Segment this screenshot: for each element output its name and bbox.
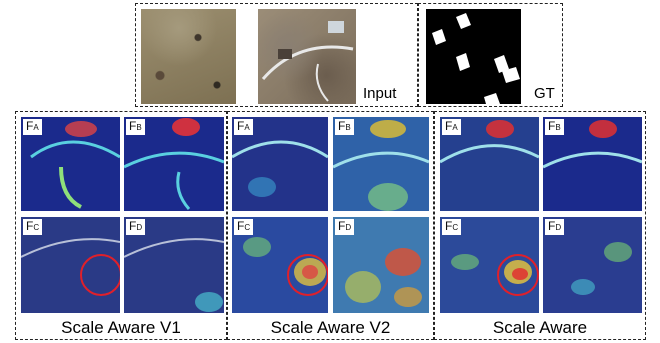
heatmap [451, 254, 539, 296]
caption-v2: Scale Aware V2 [270, 318, 391, 337]
panel-scale-aware [434, 111, 646, 340]
heatmap [21, 238, 120, 296]
input-image-1 [141, 9, 236, 104]
gt-image [426, 9, 521, 104]
highlight-circle [287, 254, 328, 296]
v3-tile-fb: FB [543, 117, 642, 211]
gt-panel-border [418, 3, 563, 107]
gt-mask [432, 13, 520, 104]
heatmap [232, 140, 328, 197]
input-label: Input [363, 85, 397, 102]
caption-v1: Scale Aware V1 [61, 318, 181, 337]
v3-tile-fa: FA [440, 117, 539, 211]
heatmap [243, 237, 328, 296]
tile-label: FD [545, 219, 565, 235]
tile-label: FC [442, 219, 462, 235]
v2-tile-fa: FA [232, 117, 328, 211]
heatmap [571, 242, 632, 295]
input-image-2-overlay [261, 21, 354, 102]
heatmap [543, 120, 642, 169]
v1-tile-fb: FB [124, 117, 224, 211]
tile-label: FA [23, 119, 42, 135]
tile-label: FC [23, 219, 43, 235]
heatmap [124, 238, 224, 312]
highlight-circle [80, 254, 120, 296]
highlight-circle [497, 254, 539, 296]
panel-scale-aware-v1 [15, 111, 227, 340]
input-image-2 [258, 9, 356, 104]
input-panel-border [135, 3, 418, 107]
tile-label: FA [234, 119, 253, 135]
heatmap [345, 248, 422, 307]
v3-tile-fd: FD [543, 217, 642, 313]
heatmap [440, 120, 539, 164]
gt-label: GT [534, 85, 555, 102]
tile-label: FC [234, 219, 254, 235]
v1-tile-fd: FD [124, 217, 224, 313]
caption-v3: Scale Aware [492, 318, 588, 337]
heatmap [30, 121, 120, 209]
v2-tile-fb: FB [333, 117, 429, 211]
tile-label: FB [335, 119, 354, 135]
v2-tile-fc: FC [232, 217, 328, 313]
panel-scale-aware-v2 [227, 111, 434, 340]
tile-label: FA [442, 119, 461, 135]
tile-label: FD [126, 219, 146, 235]
heatmap [333, 120, 429, 211]
heatmap [124, 118, 224, 210]
v1-tile-fa: FA [21, 117, 120, 211]
tile-label: FD [335, 219, 355, 235]
v1-tile-fc: FC [21, 217, 120, 313]
v2-tile-fd: FD [333, 217, 429, 313]
tile-label: FB [126, 119, 145, 135]
tile-label: FB [545, 119, 564, 135]
v3-tile-fc: FC [440, 217, 539, 313]
